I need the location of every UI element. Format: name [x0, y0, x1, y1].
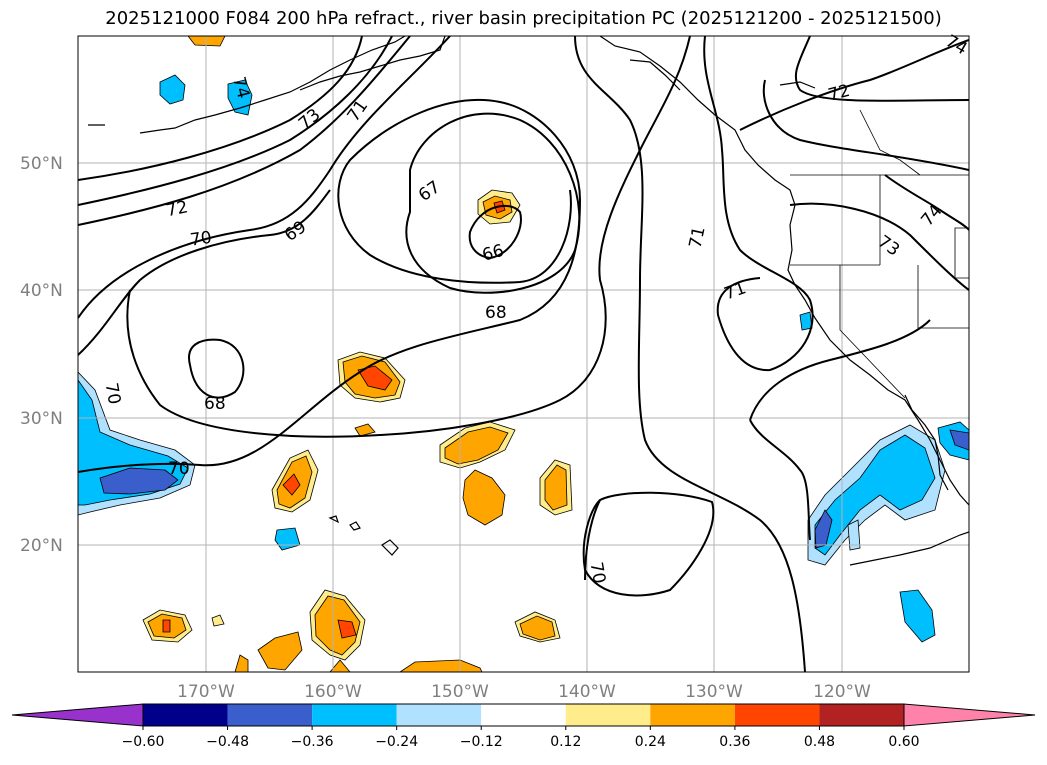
- colorbar-box: [143, 704, 228, 726]
- colorbar-extend-max: [903, 703, 1036, 727]
- contour-label: 70: [189, 228, 213, 251]
- colorbar: −0.60 −0.48 −0.36 −0.24 −0.12 0.12 0.24 0.36 0.4…: [11, 703, 1036, 750]
- colorbar-frame: [142, 703, 905, 727]
- contour-label: 70: [101, 381, 124, 406]
- negative-anomaly-regions: [78, 74, 969, 643]
- neg-region-mexico: [899, 589, 936, 643]
- lat-label: 30°N: [20, 409, 63, 429]
- colorbar-tick-label: −0.36: [291, 734, 334, 750]
- colorbar-box: [819, 704, 904, 726]
- graticule: [78, 36, 969, 672]
- contour-label: 68: [204, 394, 226, 414]
- colorbar-tick-label: 0.36: [719, 734, 750, 750]
- colorbar-box: [227, 704, 313, 726]
- lon-label: 120°W: [813, 682, 871, 702]
- colorbar-tick-label: 0.24: [635, 734, 666, 750]
- map-frame-background: [78, 36, 969, 672]
- contour-label: 68: [485, 303, 507, 323]
- contour-label: 71: [686, 225, 710, 250]
- latitude-labels: 50°N 40°N 30°N 20°N: [20, 154, 63, 556]
- lon-label: 130°W: [685, 682, 743, 702]
- colorbar-tick-label: −0.48: [206, 734, 249, 750]
- contour-label: 72: [164, 197, 189, 221]
- colorbar-box: [312, 704, 397, 726]
- colorbar-box: [734, 704, 820, 726]
- lat-label: 20°N: [20, 536, 63, 556]
- pos-region-28n-b: [462, 469, 506, 526]
- contour-label: 70: [168, 459, 190, 479]
- lon-label: 170°W: [177, 682, 235, 702]
- map-title: 2025121000 F084 200 hPa refract., river …: [105, 8, 942, 29]
- colorbar-extend-min: [11, 703, 144, 727]
- colorbar-tick-label: −0.60: [122, 734, 165, 750]
- longitude-labels: 170°W 160°W 150°W 140°W 130°W 120°W: [177, 682, 871, 702]
- lon-label: 160°W: [304, 682, 362, 702]
- pos-region-bottom: [399, 659, 483, 672]
- lat-label: 50°N: [20, 154, 63, 174]
- refractivity-contours: [78, 36, 969, 672]
- colorbar-box: [565, 704, 651, 726]
- colorbar-tick-label: −0.12: [460, 734, 503, 750]
- colorbar-box: [396, 704, 482, 726]
- colorbar-tick-label: 0.12: [550, 734, 581, 750]
- map-frame-border: [77, 35, 970, 673]
- contour-label: 70: [586, 560, 609, 585]
- colorbar-tick-label: −0.24: [375, 734, 418, 750]
- lon-label: 150°W: [431, 682, 489, 702]
- lon-label: 140°W: [558, 682, 616, 702]
- coastlines: [88, 36, 969, 566]
- lat-label: 40°N: [20, 281, 63, 301]
- neg-region-calif-coast: [799, 311, 813, 331]
- colorbar-tick-label: 0.60: [888, 734, 919, 750]
- pos-region-south-3: [257, 631, 303, 671]
- colorbar-tick-label: 0.48: [804, 734, 835, 750]
- colorbar-box: [650, 704, 735, 726]
- state-borders: [790, 109, 969, 399]
- pos-region-30n-small: [354, 423, 376, 437]
- neg-region-aleutian-1: [159, 74, 186, 105]
- colorbar-box: [481, 704, 566, 726]
